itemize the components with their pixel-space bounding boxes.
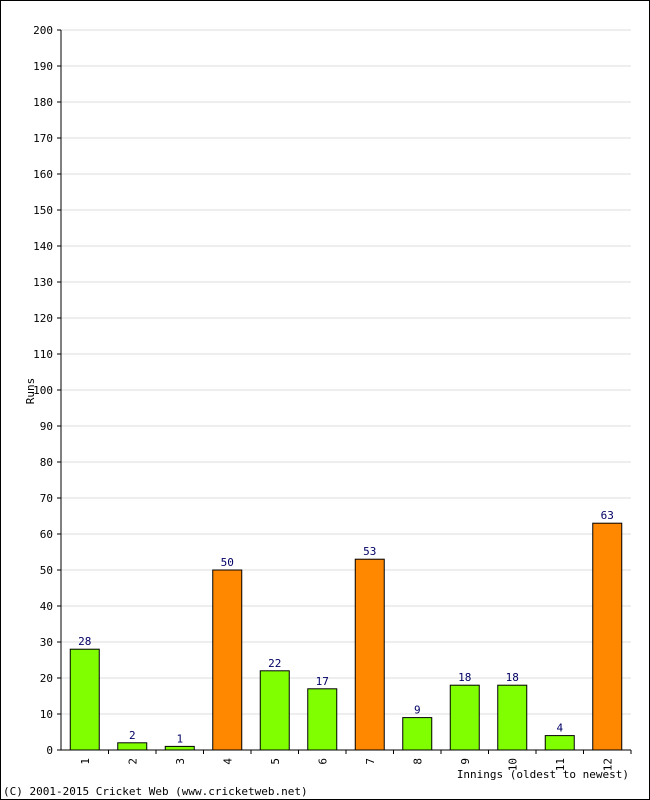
- y-tick-label: 60: [40, 528, 53, 541]
- x-tick-label: 2: [126, 758, 139, 765]
- y-tick-label: 160: [33, 168, 53, 181]
- data-label: 2: [129, 729, 136, 742]
- data-label: 18: [506, 671, 519, 684]
- y-tick-label: 110: [33, 348, 53, 361]
- y-tick-label: 140: [33, 240, 53, 253]
- y-axis-title: Runs: [24, 378, 37, 405]
- y-tick-labels: 0 10 20 30 40 50 60 70 80 90 100 110 120 130 140 150 160…: [33, 24, 53, 757]
- bar: [69, 648, 100, 751]
- bar: [449, 684, 480, 751]
- bar: [497, 684, 528, 751]
- x-tick-label: 5: [269, 758, 282, 765]
- bar: [354, 558, 385, 751]
- y-tick-label: 30: [40, 636, 53, 649]
- x-tick-labels: 1 2 3 4 5 6 7 8 9 10 11 12: [79, 758, 615, 772]
- data-label: 4: [556, 722, 563, 735]
- y-tick-label: 40: [40, 600, 53, 613]
- bar: [307, 688, 338, 751]
- data-label: 9: [414, 704, 421, 717]
- bar: [402, 717, 433, 751]
- data-label: 17: [316, 675, 329, 688]
- y-tick-label: 20: [40, 672, 53, 685]
- y-tick-label: 100: [33, 384, 53, 397]
- bars: [69, 522, 623, 751]
- copyright-footer: (C) 2001-2015 Cricket Web (www.cricketwe…: [3, 785, 308, 798]
- y-tick-label: 90: [40, 420, 53, 433]
- x-axis-title: Innings (oldest to newest): [457, 768, 629, 781]
- data-label: 1: [176, 732, 183, 745]
- bar: [259, 670, 290, 751]
- y-tick-label: 0: [46, 744, 53, 757]
- x-tick-label: 9: [459, 758, 472, 765]
- bar: [164, 745, 195, 751]
- y-tick-label: 70: [40, 492, 53, 505]
- y-tick-label: 180: [33, 96, 53, 109]
- bar: [117, 742, 148, 751]
- data-label: 53: [363, 545, 376, 558]
- x-tick-label: 3: [174, 758, 187, 765]
- x-tick-label: 1: [79, 758, 92, 765]
- y-tick-label: 190: [33, 60, 53, 73]
- y-tick-label: 50: [40, 564, 53, 577]
- y-tick-label: 150: [33, 204, 53, 217]
- x-tick-label: 11: [554, 758, 567, 771]
- y-tick-label: 10: [40, 708, 53, 721]
- x-tick-label: 7: [364, 758, 377, 765]
- y-tick-label: 80: [40, 456, 53, 469]
- x-tick-label: 4: [221, 758, 234, 765]
- bar: [592, 522, 623, 751]
- bar: [544, 735, 575, 751]
- axes: [57, 29, 632, 754]
- x-tick-label: 8: [411, 758, 424, 765]
- y-tick-label: 170: [33, 132, 53, 145]
- data-label: 63: [601, 509, 614, 522]
- y-tick-label: 120: [33, 312, 53, 325]
- gridlines: [61, 29, 631, 715]
- data-label: 28: [78, 635, 91, 648]
- data-label: 18: [458, 671, 471, 684]
- y-tick-label: 200: [33, 24, 53, 37]
- x-tick-label: 12: [601, 758, 614, 771]
- x-tick-label: 10: [506, 758, 519, 771]
- data-labels: 28 2 1 50 22 17 53 9 18 18 4 63: [78, 509, 614, 745]
- data-label: 22: [268, 657, 281, 670]
- x-tick-label: 6: [316, 758, 329, 765]
- y-tick-label: 130: [33, 276, 53, 289]
- data-label: 50: [221, 556, 234, 569]
- bar: [212, 569, 243, 751]
